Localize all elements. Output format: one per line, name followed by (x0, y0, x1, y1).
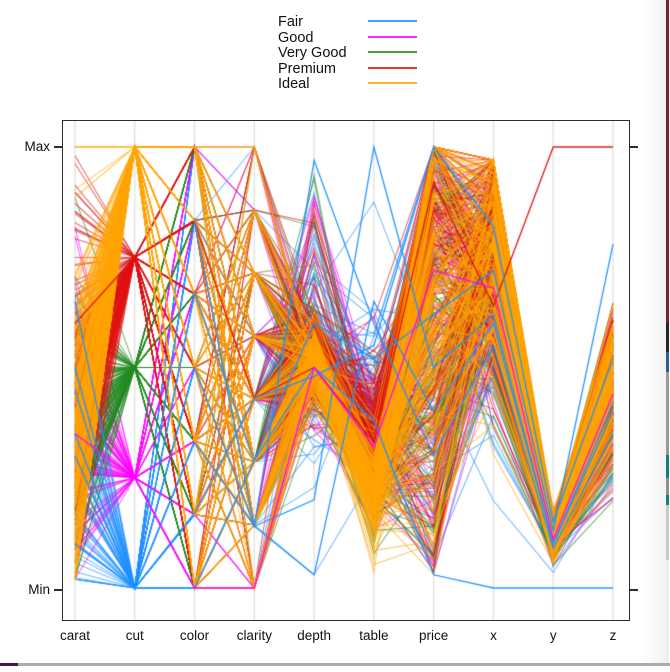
legend-label: Very Good (278, 45, 347, 62)
axis-label-carat: carat (59, 628, 90, 643)
window-edge-shading (640, 0, 666, 663)
left-max-tick (54, 146, 62, 148)
axis-label-table: table (359, 628, 389, 643)
window-border-segment (666, 455, 669, 478)
y-axis-min-label: Min (28, 582, 50, 597)
window-right-border (666, 0, 669, 663)
legend-item: Fair (278, 13, 417, 30)
axis-label-color: color (179, 628, 210, 643)
axis-label-depth: depth (297, 628, 331, 643)
legend-item: Ideal (278, 75, 417, 93)
legend-swatch-line (368, 51, 417, 54)
window-border-segment (666, 372, 669, 455)
left-min-tick (54, 589, 62, 591)
axis-label-clarity: clarity (236, 628, 272, 643)
legend-swatch-line (368, 66, 417, 69)
axis-label-cut: cut (125, 628, 144, 643)
window-border-segment (666, 323, 669, 352)
legend-label: Premium (278, 60, 337, 77)
window-border-segment (666, 505, 669, 560)
right-max-tick (630, 146, 638, 148)
y-axis-max-label: Max (24, 139, 50, 154)
axis-label-x: x (490, 628, 497, 643)
window-bottom-border (0, 663, 670, 666)
legend-label: Good (278, 29, 314, 46)
legend-item: Good (278, 29, 417, 46)
axis-label-price: price (419, 628, 449, 643)
legend-swatch-line (368, 20, 417, 22)
legend-item: Premium (278, 60, 417, 77)
legend-swatch-line (368, 82, 417, 85)
legend-label: Fair (278, 14, 303, 30)
window-border-segment (666, 478, 669, 495)
legend: Fair Good Very Good Premium Ideal (278, 13, 417, 93)
axis-label-y: y (549, 628, 557, 643)
legend-item: Very Good (278, 44, 417, 62)
window-border-segment (666, 560, 669, 663)
window-border-segment (666, 352, 669, 372)
right-min-tick (630, 589, 638, 591)
window-border-segment (18, 663, 670, 666)
legend-swatch-line (368, 35, 417, 38)
axis-label-z: z (609, 628, 617, 643)
legend-label: Ideal (278, 76, 310, 93)
window-border-segment (666, 495, 669, 505)
window-border-segment (0, 663, 18, 666)
window-border-segment (666, 0, 669, 323)
